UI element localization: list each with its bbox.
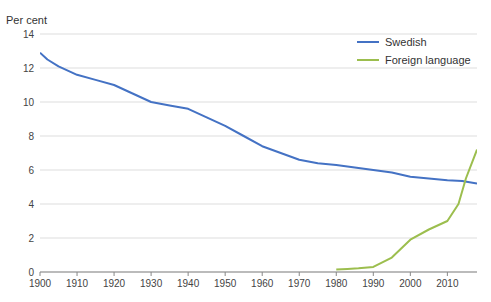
legend-swatch <box>357 41 379 43</box>
x-tick-label: 1950 <box>214 278 237 289</box>
x-tick <box>410 272 411 276</box>
x-tick-label: 1910 <box>66 278 89 289</box>
x-tick-label: 1900 <box>29 278 52 289</box>
grid-line <box>40 170 477 171</box>
x-tick-label: 1960 <box>251 278 274 289</box>
x-tick <box>336 272 337 276</box>
y-tick-label: 2 <box>28 233 34 244</box>
y-tick-label: 0 <box>28 267 34 278</box>
legend: Swedish Foreign language <box>357 36 471 66</box>
x-tick-label: 2010 <box>436 278 459 289</box>
x-tick <box>373 272 374 276</box>
legend-label: Swedish <box>385 36 427 48</box>
y-tick-label: 10 <box>23 97 35 108</box>
legend-swatch <box>357 59 379 61</box>
grid-line <box>40 204 477 205</box>
x-tick-label: 1930 <box>140 278 163 289</box>
x-tick <box>299 272 300 276</box>
x-tick <box>262 272 263 276</box>
x-tick-label: 1990 <box>362 278 385 289</box>
x-tick <box>77 272 78 276</box>
legend-label: Foreign language <box>385 54 471 66</box>
x-tick <box>114 272 115 276</box>
grid-line <box>40 136 477 137</box>
x-tick-label: 1940 <box>177 278 200 289</box>
x-tick <box>188 272 189 276</box>
line-series <box>40 53 477 184</box>
x-tick-label: 1980 <box>325 278 348 289</box>
grid-line <box>40 34 477 35</box>
plot-area <box>40 53 477 270</box>
line-series <box>336 150 477 270</box>
x-tick-label: 1970 <box>288 278 311 289</box>
chart: 0 2 4 6 8 10 12 14 1900 1910 1920 1930 1940 1950 1960 1… <box>0 0 491 302</box>
x-tick-label: 2000 <box>399 278 422 289</box>
grid-line <box>40 68 477 69</box>
y-tick-label: 12 <box>23 63 35 74</box>
x-tick <box>225 272 226 276</box>
x-tick <box>151 272 152 276</box>
x-tick <box>40 272 41 276</box>
x-tick-label: 1920 <box>103 278 126 289</box>
y-axis-label: Per cent <box>6 14 47 26</box>
grid-line <box>40 272 477 273</box>
x-tick <box>447 272 448 276</box>
y-tick-label: 14 <box>23 29 35 40</box>
grid-line <box>40 102 477 103</box>
y-tick-label: 4 <box>28 199 34 210</box>
y-tick-label: 6 <box>28 165 34 176</box>
x-axis-line <box>40 272 477 273</box>
y-tick-label: 8 <box>28 131 34 142</box>
